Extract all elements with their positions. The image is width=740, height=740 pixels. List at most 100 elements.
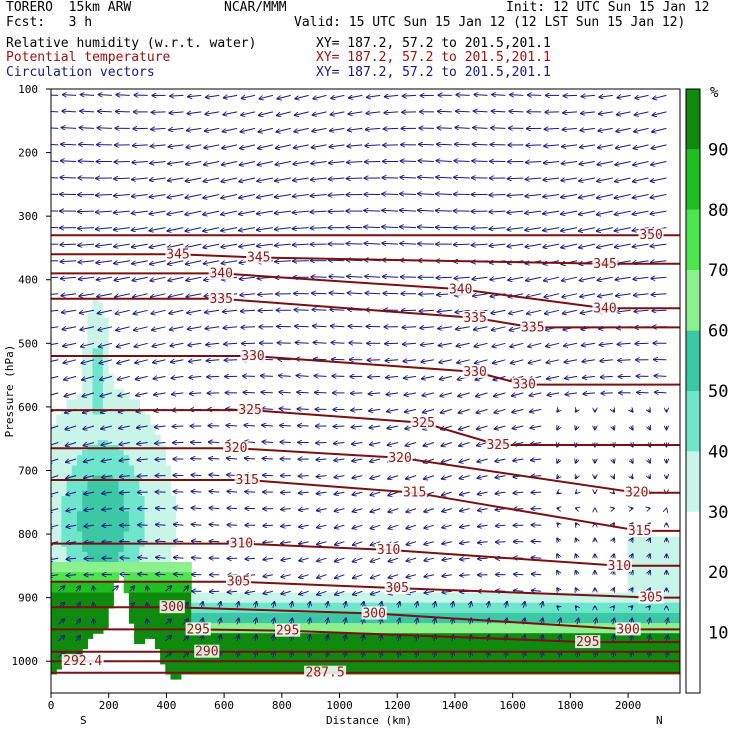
circulation-vector	[311, 145, 327, 148]
rh-cell	[513, 628, 519, 634]
rh-cell	[383, 597, 390, 604]
circulation-vector	[438, 327, 452, 329]
circulation-vector	[368, 393, 381, 394]
rh-cell	[92, 404, 99, 411]
rh-cell	[92, 485, 99, 492]
rh-cell	[186, 668, 192, 675]
rh-cell	[544, 628, 551, 634]
rh-cell	[466, 628, 473, 634]
rh-cell	[669, 663, 675, 670]
rh-cell	[97, 317, 104, 324]
rh-cell	[61, 511, 68, 517]
circulation-vector	[299, 509, 309, 511]
rh-cell	[430, 653, 436, 660]
rh-cell	[149, 460, 156, 466]
rh-cell	[51, 668, 57, 675]
rh-cell	[108, 384, 114, 390]
rh-cell	[180, 582, 187, 589]
rh-cell	[357, 668, 364, 675]
rh-cell	[82, 612, 88, 619]
rh-cell	[170, 511, 177, 517]
circulation-vector	[370, 574, 381, 579]
rh-cell	[269, 663, 275, 670]
rh-cell	[92, 399, 99, 405]
rh-cell	[658, 653, 665, 660]
rh-cell	[144, 612, 151, 619]
rh-cell	[77, 567, 83, 573]
rh-cell	[92, 317, 99, 324]
rh-cell	[357, 623, 364, 629]
circulation-vector	[116, 342, 130, 347]
circulation-vector	[115, 293, 130, 297]
circulation-vector	[369, 409, 381, 411]
rh-cell	[669, 556, 675, 563]
rh-cell	[97, 572, 104, 578]
rh-cell	[674, 607, 680, 614]
rh-cell	[476, 602, 483, 609]
rh-cell	[440, 592, 447, 599]
rh-cell	[373, 623, 379, 629]
rh-cell	[347, 663, 353, 670]
rh-cell	[653, 546, 660, 553]
rh-cell	[108, 389, 114, 395]
rh-cell	[206, 618, 213, 624]
circulation-vector	[100, 392, 113, 397]
rh-cell	[570, 618, 577, 624]
rh-cell	[66, 607, 73, 614]
rh-cell	[51, 546, 57, 553]
rh-cell	[51, 429, 57, 436]
circulation-vector	[102, 492, 112, 494]
rh-cell	[134, 633, 140, 639]
rh-cell	[508, 623, 514, 629]
rh-cell	[113, 440, 120, 446]
circulation-vector	[473, 326, 488, 330]
circulation-vector	[209, 491, 220, 492]
rh-cell	[217, 597, 223, 604]
circulation-vector	[97, 128, 112, 129]
rh-cell	[471, 663, 478, 670]
rh-cell	[77, 440, 83, 446]
rh-cell	[134, 607, 140, 614]
circulation-vector	[273, 618, 275, 625]
rh-cell	[82, 638, 88, 644]
rh-cell	[108, 465, 114, 472]
rh-cell	[544, 612, 551, 619]
rh-cell	[82, 633, 88, 639]
rh-cell	[87, 312, 94, 319]
rh-cell	[97, 302, 104, 309]
rh-cell	[352, 638, 358, 644]
rh-cell	[113, 521, 120, 527]
rh-cell	[66, 429, 73, 436]
rh-cell	[128, 409, 135, 416]
rh-cell	[409, 618, 416, 624]
rh-cell	[258, 663, 265, 670]
circulation-vector	[165, 619, 172, 625]
rh-cell	[611, 597, 618, 604]
rh-cell	[606, 653, 613, 660]
circulation-vector	[344, 635, 346, 642]
rh-cell	[123, 521, 130, 527]
rh-cell	[300, 643, 307, 650]
rh-cell	[139, 612, 146, 619]
circulation-vector	[456, 95, 470, 96]
rh-cell	[482, 653, 488, 660]
rh-cell	[92, 363, 99, 370]
circulation-vector	[119, 426, 130, 429]
rh-cell	[118, 495, 125, 502]
rh-cell	[243, 612, 249, 619]
circulation-vector	[613, 523, 615, 525]
rh-cell	[523, 668, 530, 675]
rh-cell	[139, 429, 146, 436]
circulation-vector	[149, 178, 166, 180]
circulation-vector	[299, 575, 309, 578]
theta-label: 295	[576, 635, 599, 650]
circulation-vector	[526, 145, 542, 146]
rh-cell	[518, 638, 525, 644]
rh-cell	[502, 668, 509, 675]
circulation-vector	[633, 294, 649, 296]
rh-cell	[336, 638, 343, 644]
rh-cell	[71, 623, 78, 629]
y-tick-label: 800	[18, 528, 38, 541]
rh-cell	[149, 587, 156, 594]
rh-cell	[373, 602, 379, 609]
